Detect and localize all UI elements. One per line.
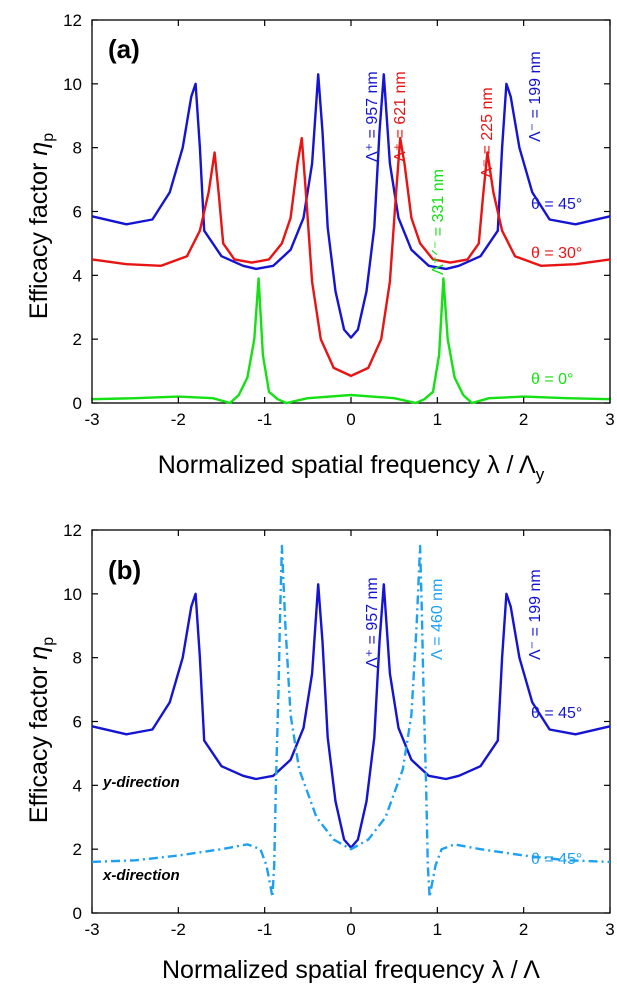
x-tick-label-b-0: -3: [84, 920, 99, 939]
y-tick-label-b-2: 4: [73, 776, 82, 795]
annotation-a-199: Λ⁻ = 199 nm: [527, 51, 544, 142]
x-tick-label-a-0: -3: [84, 410, 99, 429]
series-line-b-1: [91, 544, 611, 899]
y-tick-label-a-6: 12: [63, 11, 82, 30]
series-line-b-0: [91, 583, 611, 849]
y-tick-label-a-0: 0: [73, 394, 82, 413]
y-axis-label-sub-b: p: [40, 637, 57, 646]
y-direction-label: y-direction: [102, 774, 180, 791]
x-tick-label-a-4: 1: [433, 410, 442, 429]
y-tick-label-a-2: 4: [73, 266, 82, 285]
y-tick-label-a-1: 2: [73, 330, 82, 349]
annotation-a-621: Λ⁺ = 621 nm: [392, 71, 409, 162]
y-tick-label-a-4: 8: [73, 139, 82, 158]
x-direction-label: x-direction: [102, 867, 180, 884]
panel-label-a: (a): [108, 34, 140, 64]
series-line-a-0: [91, 73, 611, 339]
x-axis-label-b: Normalized spatial frequency λ / Λ: [162, 956, 540, 984]
x-tick-label-b-6: 3: [605, 920, 614, 939]
y-axis-label-symbol-a: η: [25, 142, 53, 156]
annotation-a-225: Λ⁻ = 225 nm: [479, 87, 496, 178]
y-axis-label-sub-a: p: [40, 133, 57, 142]
svg-text:Efficacy factor ηp: Efficacy factor ηp: [25, 637, 57, 823]
x-tick-label-a-5: 2: [519, 410, 528, 429]
x-tick-label-a-2: -1: [257, 410, 272, 429]
curves-b: [91, 544, 611, 899]
annotation-b-957: Λ⁺ = 957 nm: [364, 577, 381, 668]
y-tick-label-a-3: 6: [73, 203, 82, 222]
y-axis-label-a: Efficacy factor ηp: [25, 133, 57, 319]
x-tick-label-a-1: -2: [171, 410, 186, 429]
annotation-a-331: Λ⁺ᐟ⁻ = 331 nm: [430, 169, 447, 275]
y-tick-label-a-5: 10: [63, 75, 82, 94]
y-axis-label-symbol-b: η: [25, 646, 53, 660]
y-axis-label-text-a: Efficacy factor: [25, 163, 53, 320]
theta-0-label-a: θ = 0°: [531, 371, 573, 388]
panel-label-b: (b): [108, 555, 141, 585]
theta-45-label-a: θ = 45°: [531, 196, 582, 213]
svg-text:Efficacy factor ηp: Efficacy factor ηp: [25, 133, 57, 319]
theta-45-label-b-cyan: θ = 45°: [531, 851, 582, 868]
series-line-a-2: [91, 277, 611, 405]
series-line-a-1: [91, 136, 611, 378]
x-axis-label-a: Normalized spatial frequency λ / Λy: [158, 451, 545, 484]
annotation-a-957: Λ⁺ = 957 nm: [364, 71, 381, 162]
theta-30-label-a: θ = 30°: [531, 245, 582, 262]
y-tick-label-b-1: 2: [73, 840, 82, 859]
x-tick-label-b-1: -2: [171, 920, 186, 939]
x-tick-label-a-3: 0: [346, 410, 355, 429]
x-tick-label-b-2: -1: [257, 920, 272, 939]
y-tick-label-b-0: 0: [73, 904, 82, 923]
y-tick-label-b-6: 12: [63, 521, 82, 540]
y-tick-label-b-4: 8: [73, 649, 82, 668]
x-tick-label-a-6: 3: [605, 410, 614, 429]
x-axis-label-sub-a: y: [536, 465, 545, 484]
y-tick-label-b-3: 6: [73, 713, 82, 732]
x-axis-label-main-a: Normalized spatial frequency λ / Λ: [158, 451, 536, 479]
y-axis-label-b: Efficacy factor ηp: [25, 637, 57, 823]
curves-a: [91, 73, 611, 405]
y-axis-label-text-b: Efficacy factor: [25, 667, 53, 824]
annotation-b-199: Λ⁻ = 199 nm: [527, 569, 544, 660]
theta-45-label-b-blue: θ = 45°: [531, 705, 582, 722]
x-tick-label-b-5: 2: [519, 920, 528, 939]
annotation-b-460: Λ = 460 nm: [429, 579, 446, 660]
y-tick-label-b-5: 10: [63, 585, 82, 604]
x-tick-label-b-4: 1: [433, 920, 442, 939]
x-tick-label-b-3: 0: [346, 920, 355, 939]
